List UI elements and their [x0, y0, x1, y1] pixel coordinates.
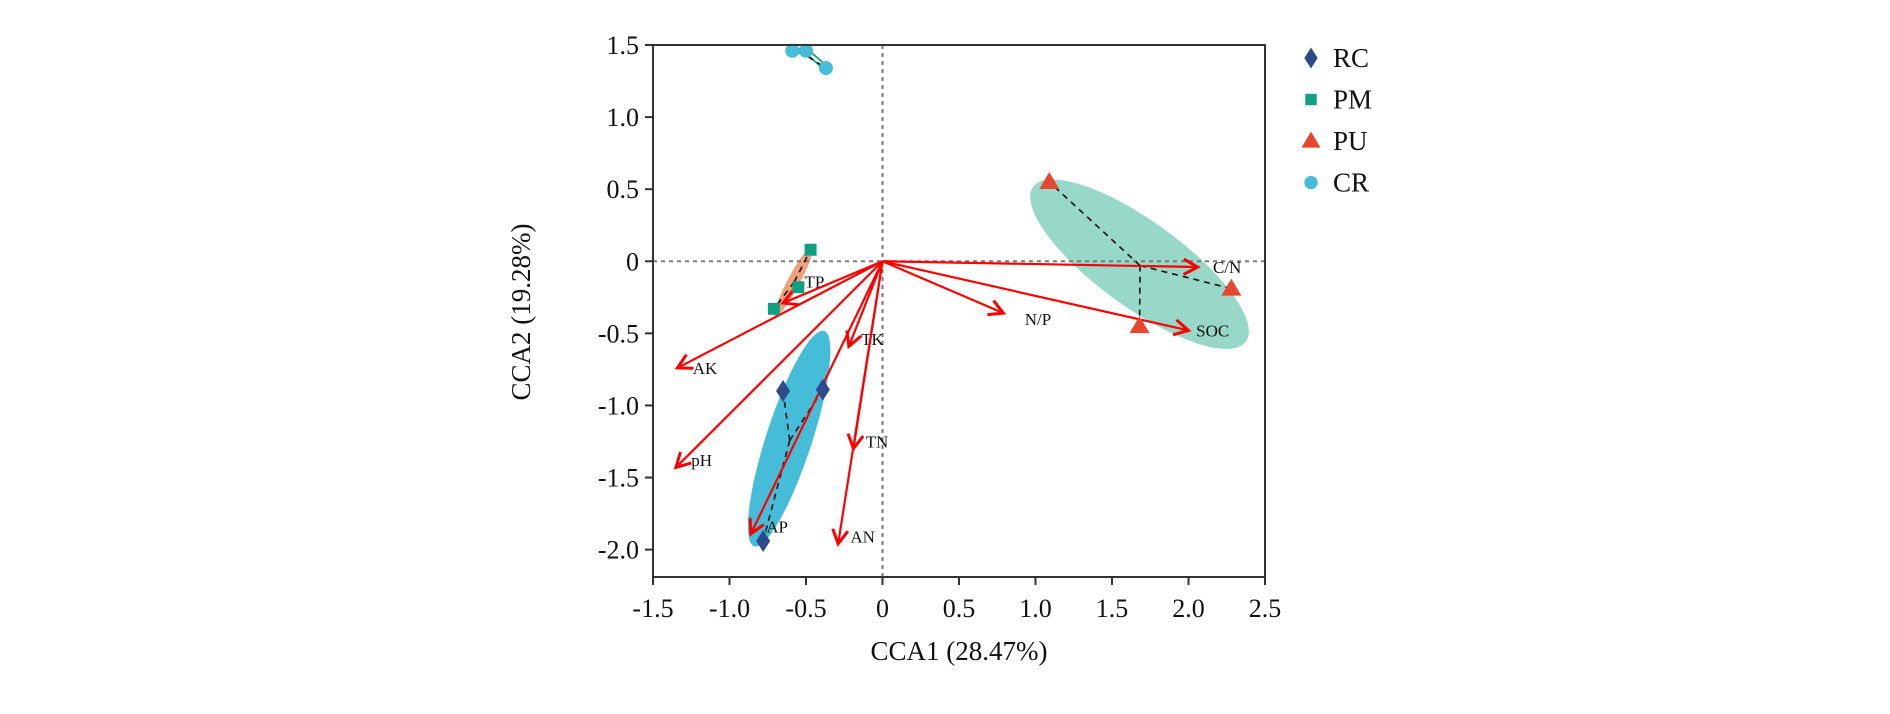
- vector-arrowhead-ph: [673, 451, 692, 470]
- spoke-rc-0: [782, 390, 791, 441]
- point-rc-2: [756, 529, 771, 552]
- environment-vectors: TP AK pH AP TK TN AN N/P C/N SOC: [673, 257, 1241, 547]
- spoke-pm-2: [773, 281, 795, 310]
- vector-arrowhead-tk: [845, 330, 863, 350]
- legend-label-rc: RC: [1333, 43, 1369, 73]
- y-tick-label-5: -1.0: [598, 391, 639, 420]
- x-tick-label-3: 0: [876, 594, 889, 623]
- point-rc-1: [815, 378, 830, 401]
- vector-label-cn: C/N: [1213, 258, 1241, 277]
- legend-marker-pm: [1305, 93, 1317, 106]
- x-axis-title: CCA1 (28.47%): [871, 636, 1048, 666]
- legend-marker-rc: [1304, 47, 1318, 69]
- y-tick-label-6: -1.5: [598, 464, 639, 493]
- point-pm-0: [804, 243, 817, 256]
- vector-arrowhead-ap: [748, 517, 765, 537]
- point-pu-2: [1129, 316, 1150, 334]
- vector-label-tk: TK: [861, 330, 884, 349]
- legend-marker-cr: [1304, 175, 1318, 190]
- vector-label-tp: TP: [804, 272, 824, 291]
- zero-lines: [653, 45, 1265, 577]
- group-ellipses: [747, 47, 1249, 547]
- point-pu-0: [1039, 171, 1060, 189]
- vector-arrowhead-ak: [674, 353, 694, 370]
- vector-label-tn: TN: [866, 432, 889, 451]
- x-tick-label-0: -1.5: [632, 594, 673, 623]
- vector-arrowhead-tp: [780, 289, 800, 307]
- y-tick-label-4: -0.5: [598, 319, 639, 348]
- vector-an: [837, 261, 884, 545]
- y-tick-label-0: 1.5: [607, 31, 640, 60]
- vector-ak: [676, 260, 884, 369]
- vector-label-ak: AK: [693, 359, 718, 378]
- legend-label-pm: PM: [1333, 85, 1372, 115]
- x-tick-label-6: 1.5: [1096, 594, 1129, 623]
- spoke-pu-1: [1139, 264, 1232, 290]
- point-pu-1: [1221, 278, 1242, 296]
- legend: RC PM PU CR: [1301, 43, 1372, 198]
- vector-np: [882, 260, 1004, 315]
- point-cr-2: [818, 61, 833, 76]
- vector-tk: [847, 260, 884, 347]
- point-pm-2: [767, 302, 780, 315]
- vector-arrowhead-cn: [1182, 257, 1201, 276]
- vector-soc: [882, 260, 1189, 332]
- legend-label-pu: PU: [1333, 126, 1368, 156]
- spoke-cr-2: [807, 55, 827, 69]
- vector-label-an: AN: [850, 528, 875, 547]
- vector-ap: [749, 260, 884, 535]
- point-cr-1: [799, 43, 813, 58]
- vector-arrowhead-np: [987, 299, 1007, 317]
- x-axis: -1.5 -1.0 -0.5 0 0.5 1.0 1.5 2.0 2.5: [632, 577, 1281, 623]
- vector-arrowhead-an: [831, 528, 850, 547]
- x-tick-label-4: 0.5: [943, 594, 976, 623]
- y-tick-label-7: -2.0: [598, 536, 639, 565]
- legend-marker-pu: [1301, 131, 1321, 148]
- point-pm-1: [792, 281, 805, 294]
- vector-label-ap: AP: [766, 518, 788, 537]
- vector-label-np: N/P: [1025, 310, 1051, 329]
- vector-arrowhead-soc: [1172, 318, 1192, 337]
- y-axis: 1.5 1.0 0.5 0 -0.5 -1.0 -1.5 -2.0: [598, 31, 653, 565]
- point-rc-0: [776, 380, 791, 403]
- vector-cn: [882, 260, 1198, 269]
- point-cr-0: [785, 43, 800, 58]
- y-tick-label-3: 0: [626, 247, 639, 276]
- x-tick-label-2: -0.5: [785, 594, 826, 623]
- legend-label-cr: CR: [1333, 168, 1369, 198]
- x-tick-label-7: 2.0: [1172, 594, 1205, 623]
- x-tick-label-8: 2.5: [1249, 594, 1282, 623]
- y-axis-title: CCA2 (19.28%): [506, 224, 536, 401]
- y-tick-label-1: 1.0: [607, 103, 640, 132]
- y-tick-label-2: 0.5: [607, 175, 640, 204]
- vector-ph: [675, 260, 884, 469]
- x-tick-label-1: -1.0: [709, 594, 750, 623]
- spoke-pu-0: [1048, 181, 1141, 267]
- x-tick-label-5: 1.0: [1019, 594, 1052, 623]
- vector-tp: [782, 260, 883, 305]
- vector-label-ph: pH: [691, 451, 712, 470]
- vector-label-soc: SOC: [1196, 321, 1229, 340]
- sample-points: [756, 43, 1242, 552]
